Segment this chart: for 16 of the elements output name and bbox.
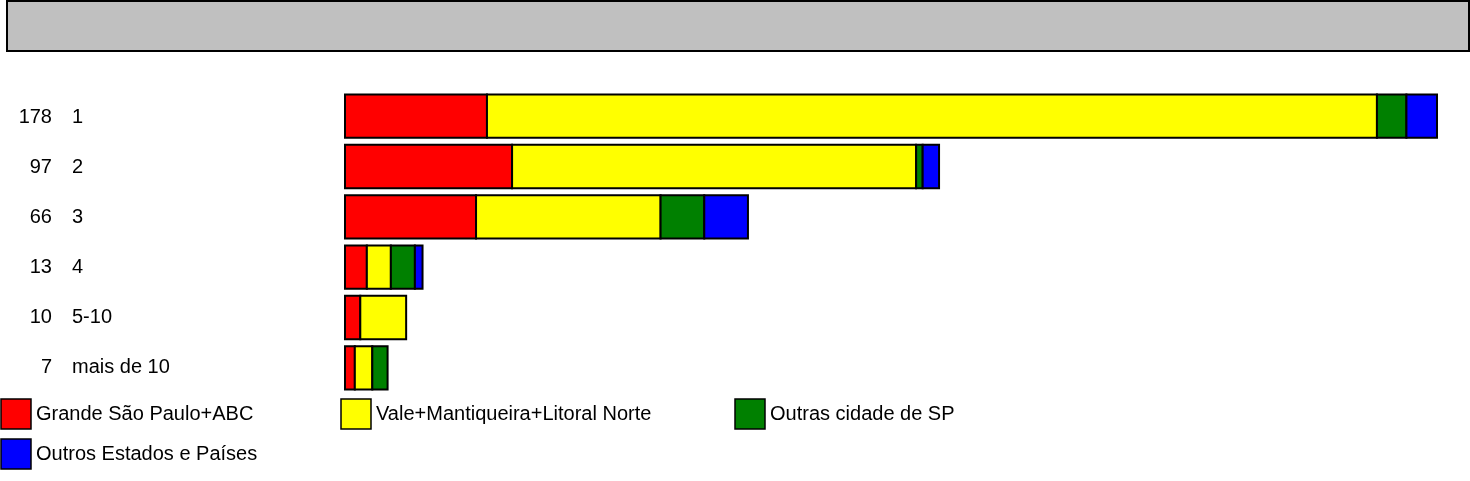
y-tick-label: 2 <box>72 155 84 177</box>
legend-label: Grande São Paulo+ABC <box>36 402 254 424</box>
legend-label: Vale+Mantiqueira+Litoral Norte <box>376 402 652 424</box>
y-tick-label: 3 <box>72 205 84 227</box>
y-tick-label: 1 <box>72 105 84 127</box>
y-tick-label: mais de 10 <box>72 355 170 377</box>
y-tick-label: 4 <box>72 255 84 277</box>
text: 10 <box>29 305 52 327</box>
text: 97 <box>29 155 52 177</box>
text: 178 <box>18 105 52 127</box>
text: 66 <box>29 205 52 227</box>
text: 13 <box>29 255 52 277</box>
text: 7 <box>40 355 52 377</box>
legend-label: Outros Estados e Países <box>36 442 258 464</box>
legend-label: Outras cidade de SP <box>770 402 955 424</box>
y-tick-label: 5-10 <box>72 305 113 327</box>
